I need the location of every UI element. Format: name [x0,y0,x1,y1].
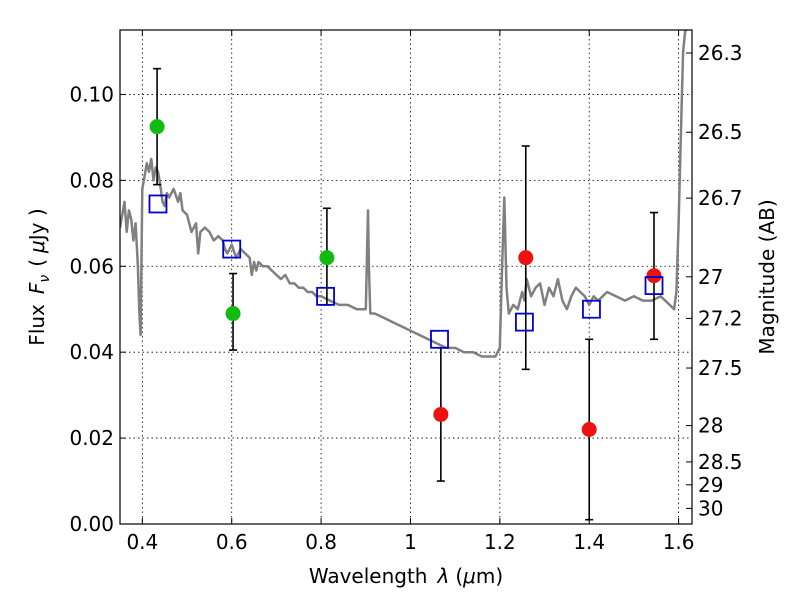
x-tick-label: 0.4 [126,530,158,554]
model-points [148,194,664,349]
observed-point [646,268,662,284]
observed-points [149,119,662,437]
plot-area [120,30,688,521]
model-point [582,299,601,319]
model-point [316,286,335,306]
y-axis-ticks: 0.00 0.02 0.04 0.06 0.08 0.10 [69,82,126,536]
y-tick-label: 0.10 [69,82,114,106]
x-tick-label: 1.4 [573,530,605,554]
model-point [644,276,664,295]
model-point [515,312,534,332]
model-spectrum-line [120,30,688,358]
magnitude-axis-title: Magnitude (AB) [755,199,779,354]
model-point [222,239,242,259]
magnitude-tick-label: 28 [698,414,723,438]
x-tick-label: 1 [404,530,417,554]
x-tick-label: 0.6 [216,530,248,554]
observed-point [225,306,241,322]
x-tick-label: 1.2 [484,530,516,554]
magnitude-tick-label: 26.5 [698,120,743,144]
y-axis-title: FluxFν(μJy ) [25,208,53,345]
observed-point [518,250,534,266]
y-tick-label: 0.06 [69,254,114,278]
observed-point [433,406,449,422]
magnitude-tick-label: 27.5 [698,356,743,380]
magnitude-tick-label: 26.7 [698,186,743,210]
magnitude-tick-label: 28.5 [698,450,743,474]
magnitude-tick-label: 30 [698,496,723,520]
model-point [430,329,449,349]
observed-point [581,421,597,437]
y-tick-label: 0.04 [69,340,114,364]
x-tick-label: 0.8 [305,530,337,554]
magnitude-tick-label: 27 [698,265,723,289]
x-axis-title: Wavelength λ (μm) [309,564,503,588]
model-point [148,194,168,214]
magnitude-tick-label: 29 [698,473,723,497]
grid-lines [120,30,692,524]
x-axis-ticks: 0.4 0.6 0.8 1 1.2 1.4 1.6 [126,30,695,554]
observed-point [319,250,335,266]
x-tick-label: 1.6 [663,530,695,554]
magnitude-tick-label: 27.2 [698,306,743,330]
magnitude-tick-label: 26.3 [698,41,743,65]
y-tick-label: 0.02 [69,426,114,450]
y-tick-label: 0.08 [69,168,114,192]
y-tick-label: 0.00 [69,512,114,536]
plot-frame [119,29,693,525]
observed-point [149,119,165,135]
